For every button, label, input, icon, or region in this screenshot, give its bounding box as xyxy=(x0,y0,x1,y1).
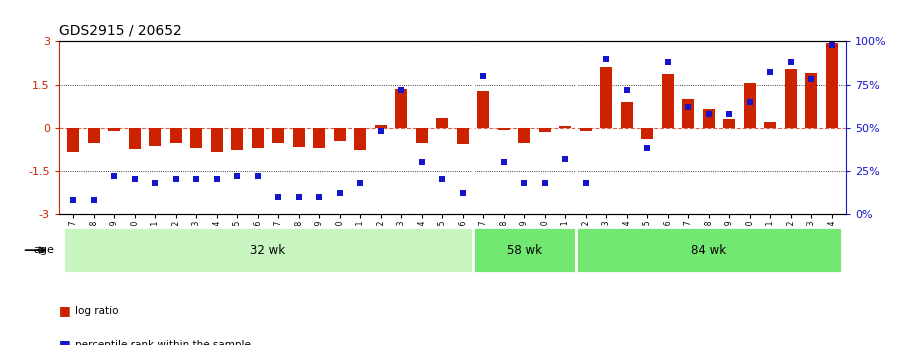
Point xyxy=(394,87,408,92)
Point xyxy=(476,73,491,79)
Point xyxy=(251,173,265,179)
Point xyxy=(374,128,388,134)
Bar xyxy=(272,128,284,144)
Point xyxy=(722,111,737,117)
Point xyxy=(128,177,142,182)
Point xyxy=(824,42,839,48)
Point xyxy=(681,104,696,110)
Bar xyxy=(313,128,326,148)
Point xyxy=(599,56,614,61)
Bar xyxy=(88,128,100,144)
Text: age: age xyxy=(33,245,54,255)
Point xyxy=(497,159,511,165)
Bar xyxy=(211,128,223,152)
Text: percentile rank within the sample: percentile rank within the sample xyxy=(75,340,251,345)
Text: ■: ■ xyxy=(59,304,71,317)
Point xyxy=(87,197,101,203)
Bar xyxy=(395,89,407,128)
Point xyxy=(578,180,593,186)
Point xyxy=(312,194,327,199)
Bar xyxy=(744,83,756,128)
Point xyxy=(784,59,798,65)
Point xyxy=(291,194,306,199)
Bar xyxy=(764,122,776,128)
Point xyxy=(271,194,285,199)
Point xyxy=(435,177,450,182)
Point xyxy=(558,156,573,161)
Point xyxy=(804,77,818,82)
Point xyxy=(640,146,654,151)
Bar xyxy=(129,128,141,149)
Bar xyxy=(415,128,428,144)
Point xyxy=(209,177,224,182)
Text: ■: ■ xyxy=(59,338,71,345)
Text: 58 wk: 58 wk xyxy=(507,244,542,257)
Bar xyxy=(149,128,161,146)
Point xyxy=(743,99,757,105)
Bar xyxy=(190,128,203,148)
Bar xyxy=(600,67,613,128)
Point xyxy=(517,180,531,186)
Point xyxy=(538,180,552,186)
Point xyxy=(414,159,429,165)
Point xyxy=(230,173,244,179)
Bar xyxy=(231,128,243,150)
Bar xyxy=(559,126,571,128)
Bar xyxy=(252,128,264,148)
Bar xyxy=(538,128,551,132)
Bar xyxy=(354,128,367,150)
Bar xyxy=(805,73,817,128)
Point xyxy=(168,177,183,182)
Point xyxy=(332,190,347,196)
Bar xyxy=(723,119,736,128)
Text: 84 wk: 84 wk xyxy=(691,244,727,257)
Bar xyxy=(108,128,120,130)
Point xyxy=(107,173,121,179)
Point xyxy=(353,180,367,186)
Bar xyxy=(169,128,182,144)
Bar xyxy=(621,102,633,128)
Bar xyxy=(785,69,797,128)
Bar xyxy=(473,227,576,273)
Text: log ratio: log ratio xyxy=(75,306,119,315)
Bar xyxy=(498,128,510,130)
Text: GDS2915 / 20652: GDS2915 / 20652 xyxy=(59,24,182,38)
Bar xyxy=(702,109,715,128)
Bar xyxy=(477,91,490,128)
Bar xyxy=(579,128,592,131)
Bar xyxy=(436,118,448,128)
Bar xyxy=(334,128,346,141)
Point xyxy=(701,111,716,117)
Point xyxy=(66,197,81,203)
Bar xyxy=(67,128,80,152)
Point xyxy=(620,87,634,92)
Bar xyxy=(63,227,473,273)
Bar xyxy=(682,99,694,128)
Point xyxy=(455,190,470,196)
Bar xyxy=(825,43,838,128)
Bar xyxy=(457,128,469,144)
Bar xyxy=(375,125,386,128)
Bar xyxy=(641,128,653,139)
Point xyxy=(189,177,204,182)
Bar xyxy=(292,128,305,147)
Bar xyxy=(518,128,530,144)
Bar xyxy=(576,227,842,273)
Text: 32 wk: 32 wk xyxy=(251,244,285,257)
Bar xyxy=(662,75,674,128)
Point xyxy=(148,180,162,186)
Point xyxy=(763,70,777,75)
Point xyxy=(661,59,675,65)
